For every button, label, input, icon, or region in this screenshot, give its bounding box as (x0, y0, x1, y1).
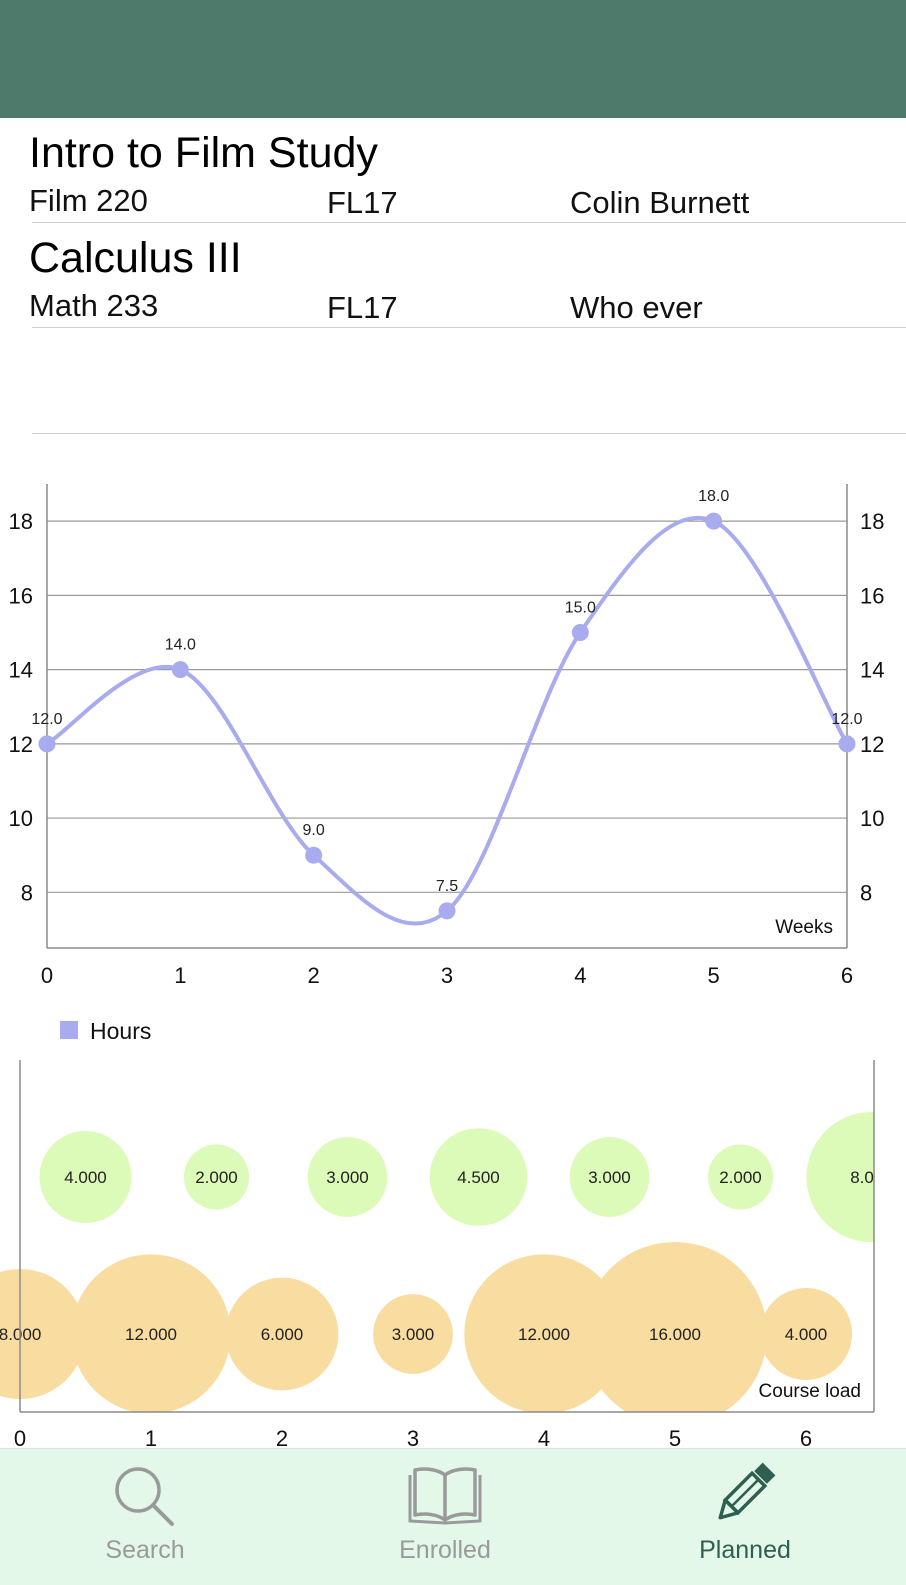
x-tick-label: 4 (574, 963, 586, 988)
x-tick-label: 1 (174, 963, 186, 988)
bubble (806, 1111, 874, 1243)
data-label: 14.0 (165, 637, 196, 654)
y-tick-label-right: 18 (860, 509, 884, 534)
bubble (71, 1254, 231, 1412)
bubble-label: 4.000 (785, 1325, 828, 1344)
data-label: 12.0 (31, 711, 62, 728)
data-label: 9.0 (303, 822, 325, 839)
row-divider (32, 327, 906, 328)
legend-label: Hours (90, 1018, 151, 1044)
x-tick-label: 4 (538, 1426, 550, 1448)
x-tick-label: 5 (708, 963, 720, 988)
course-term: FL17 (327, 290, 398, 325)
x-tick-label: 1 (145, 1426, 157, 1448)
bubble (307, 1137, 388, 1217)
bubble-label: 3.000 (588, 1168, 631, 1187)
pencil-icon (707, 1455, 783, 1536)
x-tick-label: 0 (41, 963, 53, 988)
bubble-label: 2.000 (195, 1168, 238, 1187)
tab-planned[interactable]: Planned (600, 1449, 890, 1585)
tab-label: Search (105, 1536, 185, 1564)
bubble-label: 16.000 (649, 1325, 701, 1344)
data-label: 12.0 (831, 711, 862, 728)
bubble (429, 1128, 528, 1226)
data-label: 15.0 (565, 599, 596, 616)
course-code: Film 220 (29, 183, 148, 218)
y-tick-label-left: 18 (9, 509, 33, 534)
data-point (438, 902, 456, 920)
bubble-label: 2.000 (719, 1168, 762, 1187)
data-point (305, 846, 323, 864)
course-row[interactable]: Intro to Film Study Film 220 FL17 Colin … (0, 126, 906, 224)
x-axis-label: Course load (759, 1381, 861, 1402)
data-point (171, 661, 189, 679)
tab-bar: Search Enrolled Planned (0, 1448, 906, 1585)
x-tick-label: 2 (308, 963, 320, 988)
y-tick-label-left: 12 (9, 732, 33, 757)
series-line-hours (45, 515, 849, 926)
y-tick-label-right: 8 (860, 880, 872, 905)
data-point (571, 623, 589, 641)
bubble (569, 1137, 650, 1217)
bubble (373, 1294, 453, 1374)
data-point (838, 735, 856, 753)
book-icon (407, 1463, 483, 1532)
x-tick-label: 0 (14, 1426, 26, 1448)
bubble (760, 1288, 852, 1380)
x-tick-label: 5 (669, 1426, 681, 1448)
legend-swatch (60, 1021, 78, 1039)
x-axis-label: Weeks (775, 917, 833, 938)
y-tick-label-right: 10 (860, 806, 884, 831)
y-tick-label-right: 16 (860, 583, 884, 608)
data-point (38, 735, 56, 753)
bubble-label: 12.000 (518, 1325, 570, 1344)
tab-search[interactable]: Search (0, 1449, 290, 1585)
course-term: FL17 (327, 185, 398, 220)
row-divider (32, 433, 906, 434)
course-title: Calculus III (29, 234, 242, 282)
bubble (225, 1277, 339, 1391)
tab-enrolled[interactable]: Enrolled (300, 1449, 590, 1585)
x-tick-label: 3 (441, 963, 453, 988)
x-tick-label: 6 (841, 963, 853, 988)
bubble-group: 4.0002.0003.0004.5003.0002.0008.0008.000… (0, 1111, 893, 1412)
y-tick-label-right: 12 (860, 732, 884, 757)
bubble (707, 1144, 774, 1210)
bubble-label: 6.000 (261, 1325, 304, 1344)
x-tick-label: 2 (276, 1426, 288, 1448)
y-tick-label-right: 14 (860, 658, 884, 683)
course-title: Intro to Film Study (29, 129, 378, 177)
course-row[interactable]: Calculus III Math 233 FL17 Who ever (0, 231, 906, 329)
x-tick-label: 6 (800, 1426, 812, 1448)
bubble-label: 4.500 (457, 1168, 500, 1187)
bubble-label: 3.000 (392, 1325, 435, 1344)
x-tick-label: 3 (407, 1426, 419, 1448)
data-label: 18.0 (698, 488, 729, 505)
bubble (0, 1268, 86, 1400)
tab-label: Planned (699, 1536, 791, 1564)
course-load-bubble-chart: 4.0002.0003.0004.5003.0002.0008.0008.000… (0, 1060, 893, 1448)
search-icon (111, 1463, 179, 1536)
y-tick-label-left: 16 (9, 583, 33, 608)
navigation-bar (0, 0, 906, 118)
bubble (583, 1242, 767, 1412)
bubble (39, 1131, 132, 1223)
course-code: Math 233 (29, 288, 159, 323)
bubble (183, 1144, 250, 1210)
tab-label: Enrolled (399, 1536, 491, 1564)
course-instructor: Colin Burnett (570, 185, 750, 220)
y-tick-label-left: 10 (9, 806, 33, 831)
data-point (705, 512, 723, 530)
bubble-label: 8.000 (850, 1168, 893, 1187)
bubble-label: 3.000 (326, 1168, 369, 1187)
y-tick-label-left: 8 (21, 880, 33, 905)
data-label: 7.5 (436, 878, 458, 895)
bubble (464, 1254, 624, 1412)
course-instructor: Who ever (570, 290, 703, 325)
row-divider (32, 222, 906, 223)
y-tick-label-left: 14 (9, 658, 33, 683)
bubble-label: 4.000 (64, 1168, 107, 1187)
bubble-label: 12.000 (125, 1325, 177, 1344)
